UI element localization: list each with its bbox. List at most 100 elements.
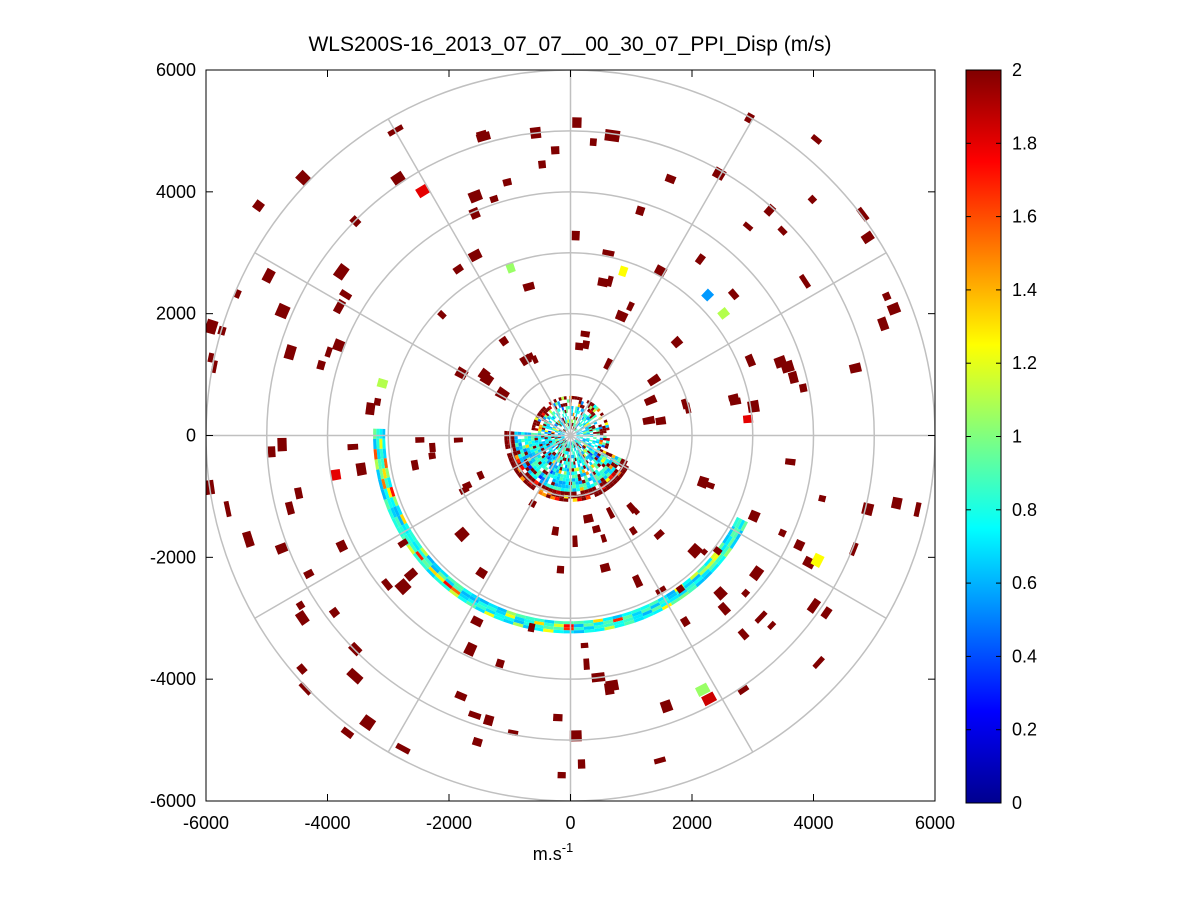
data-gate [592,462,597,467]
far-range-gate [642,415,656,425]
far-range-gate [890,496,903,510]
data-gate [518,442,523,447]
arc-gate [677,588,688,598]
data-gate [607,460,613,465]
arc-gate [603,619,614,625]
arc-gate [512,621,524,628]
arc-gate [604,625,615,631]
data-gate [576,396,581,401]
arc-gate [494,612,506,619]
data-gate [576,442,579,446]
arc-gate [652,607,664,615]
data-gate [572,426,574,430]
arc-gate [373,438,377,450]
data-gate [582,445,586,449]
data-gate [522,463,528,469]
data-gate [602,442,606,446]
data-gate [585,481,591,486]
data-gate [527,474,533,480]
data-gate [588,409,593,414]
data-gate [594,492,600,498]
data-gate [553,485,558,491]
highlighted-gate [701,691,718,707]
data-gate [605,424,610,428]
far-range-gate [583,513,594,524]
far-range-gate [778,528,787,538]
arc-gate [411,541,421,551]
data-gate [542,451,547,455]
arc-gate [583,626,595,630]
data-gate [555,430,559,432]
arc-gate [682,577,692,587]
data-gate [540,458,545,463]
data-gate [560,456,564,461]
arc-gate [406,532,415,543]
data-gate [560,441,564,444]
arc-gate [623,616,634,623]
data-gate [531,458,536,463]
data-gate [543,421,548,425]
data-gate [524,471,531,477]
highlighted-gate [330,469,342,481]
data-gate [590,468,595,473]
arc-gate [730,527,738,538]
data-gate [558,470,562,474]
arc-gate [729,538,738,550]
data-gate [529,485,536,491]
far-range-gate [471,736,483,748]
data-gate [574,409,577,414]
data-gate [562,429,566,432]
data-gate [545,494,552,499]
data-gate [539,463,545,468]
data-gate [579,483,584,488]
data-gate [511,431,515,436]
far-range-gate [614,309,629,323]
data-gate [567,441,569,445]
data-gate [620,458,625,464]
far-range-gate [397,538,409,549]
data-gate [567,422,569,427]
data-gate [545,412,550,417]
data-gate [605,440,610,444]
data-gate [535,423,540,427]
data-gate [521,432,525,436]
data-gate [593,452,597,457]
x-axis-label: m.s-1 [533,840,574,864]
data-gate [577,477,582,482]
data-gate [577,422,581,426]
data-gate [582,445,587,448]
data-gate [568,441,570,445]
data-gate [592,408,597,413]
data-gate [548,405,553,410]
data-gate [551,445,555,449]
data-gate [534,450,539,455]
data-gate [560,422,564,426]
arc-gate [724,535,733,546]
data-gate [605,485,612,491]
data-gate [583,433,587,435]
data-gate [582,482,587,487]
arc-gate [399,514,407,525]
far-range-gate [551,526,560,536]
data-gate [572,423,575,427]
data-gate [520,465,525,471]
data-gate [538,456,543,461]
data-gate [571,461,574,465]
arc-gate [377,458,382,470]
far-range-gate [296,663,308,675]
data-gate [537,437,542,441]
far-range-gate [495,658,505,669]
data-gate [578,445,582,449]
arc-gate [661,602,673,611]
data-gate [580,426,585,429]
data-gate [560,441,564,445]
data-gate [590,402,595,407]
arc-gate [381,478,387,490]
data-gate [557,432,562,435]
data-gate [574,439,578,443]
data-gate [585,460,589,464]
arc-gate [379,438,383,449]
far-range-gate [632,574,644,589]
data-gate [554,461,558,466]
data-gate [563,471,567,475]
